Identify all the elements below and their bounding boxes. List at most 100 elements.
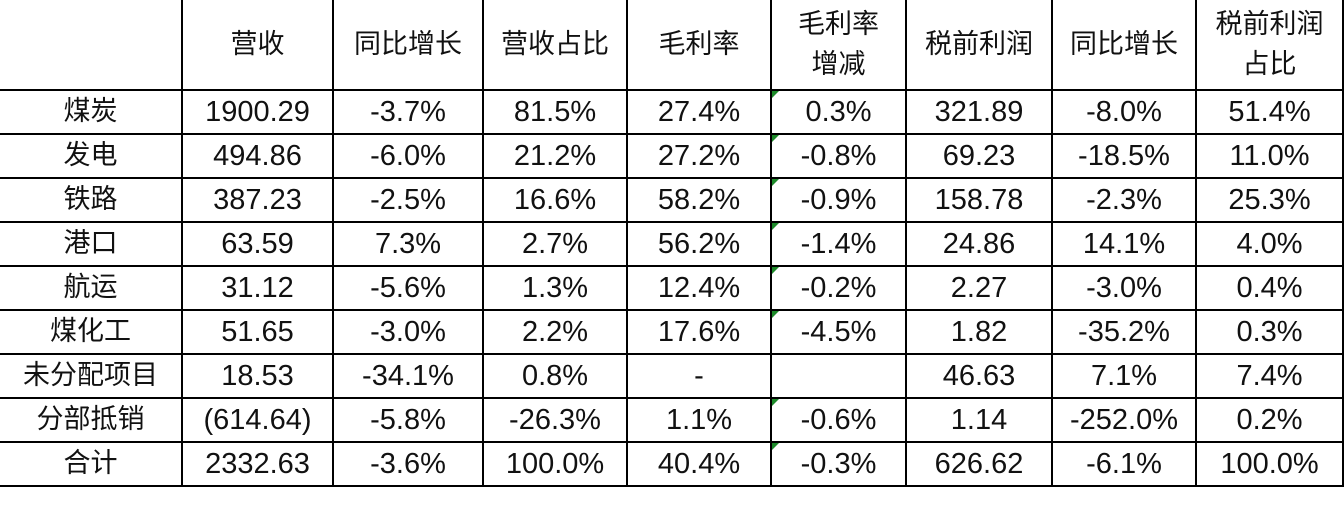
cell-pretax-profit-share: 0.2% — [1195, 397, 1344, 443]
cell-pretax-profit-yoy: 14.1% — [1051, 221, 1197, 267]
cell-text: 56.2% — [657, 228, 741, 260]
cell-text: 2332.63 — [205, 448, 310, 480]
cell-text: 63.59 — [221, 228, 294, 260]
cell-pretax-profit-yoy: -18.5% — [1051, 133, 1197, 179]
cell-gross-margin: 27.4% — [626, 89, 772, 135]
cell-text: 387.23 — [213, 184, 302, 216]
cell-text: 81.5% — [513, 96, 597, 128]
header-row: 营收 同比增长 营收占比 毛利率 毛利率 增减 税前利润 同比增长 税前利润 占比 — [0, 0, 1344, 91]
cell-gross-margin: 58.2% — [626, 177, 772, 223]
error-indicator-icon — [772, 311, 779, 318]
cell-pretax-profit-share: 4.0% — [1195, 221, 1344, 267]
cell-text: -6.0% — [370, 140, 446, 172]
cell-text: -3.0% — [1086, 272, 1162, 304]
cell-text: 21.2% — [513, 140, 597, 172]
cell-text: 0.8% — [521, 360, 589, 392]
cell-text: - — [694, 360, 704, 392]
cell-text: 1.3% — [521, 272, 589, 304]
cell-gross-margin: 17.6% — [626, 309, 772, 355]
cell-text: 7.4% — [1236, 360, 1303, 392]
header-gross-margin: 毛利率 — [626, 0, 772, 91]
cell-revenue-yoy: -3.7% — [332, 89, 484, 135]
cell-pretax-profit-share: 25.3% — [1195, 177, 1344, 223]
cell-revenue-yoy: -3.6% — [332, 441, 484, 487]
cell-gross-margin: 27.2% — [626, 133, 772, 179]
cell-pretax-profit: 2.27 — [905, 265, 1053, 311]
cell-text: -8.0% — [1086, 96, 1162, 128]
cell-revenue-share: 2.7% — [482, 221, 628, 267]
cell-text: -2.3% — [1086, 184, 1162, 216]
cell-gross-margin: 56.2% — [626, 221, 772, 267]
cell-gross-margin-change: -0.8% — [770, 133, 907, 179]
cell-text: 51.4% — [1228, 96, 1311, 128]
cell-text: 24.86 — [942, 228, 1016, 260]
cell-text: -35.2% — [1078, 316, 1170, 348]
cell-text: 2.2% — [521, 316, 589, 348]
cell-text: -0.8% — [800, 140, 877, 172]
cell-text: 发电 — [63, 140, 118, 171]
cell-gross-margin-change: -0.9% — [770, 177, 907, 223]
cell-text: -4.5% — [800, 316, 877, 348]
cell-text: -34.1% — [362, 360, 454, 392]
header-pretax-profit-yoy: 同比增长 — [1051, 0, 1197, 91]
cell-revenue: 387.23 — [181, 177, 334, 223]
financial-segment-table: 营收 同比增长 营收占比 毛利率 毛利率 增减 税前利润 同比增长 税前利润 占比 煤炭 190… — [0, 0, 1344, 487]
table-row: 煤炭 1900.29 -3.7% 81.5% 27.4% 0.3% 321.89 -8.0% 5… — [0, 89, 1344, 135]
cell-text: 2.27 — [950, 272, 1008, 304]
cell-text: -3.7% — [370, 96, 446, 128]
cell-gross-margin-change: -0.2% — [770, 265, 907, 311]
error-indicator-icon — [772, 179, 779, 186]
cell-gross-margin-change: -0.6% — [770, 397, 907, 443]
cell-revenue-yoy: 7.3% — [332, 221, 484, 267]
cell-text: 51.65 — [221, 316, 294, 348]
cell-text: -3.6% — [370, 448, 446, 480]
cell-text: 合计 — [63, 448, 118, 479]
cell-text: 煤炭 — [63, 96, 118, 127]
cell-gross-margin-change: 0.3% — [770, 89, 907, 135]
cell-text: 0.2% — [1236, 404, 1303, 436]
cell-text: 0.3% — [805, 96, 872, 128]
header-revenue-share: 营收占比 — [482, 0, 628, 91]
cell-text: 0.3% — [1236, 316, 1303, 348]
cell-text: 11.0% — [1229, 140, 1310, 172]
cell-text: 1.82 — [950, 316, 1008, 348]
cell-text: -18.5% — [1078, 140, 1170, 172]
cell-revenue: 1900.29 — [181, 89, 334, 135]
cell-pretax-profit: 46.63 — [905, 353, 1053, 399]
cell-text: 港口 — [63, 228, 118, 259]
cell-pretax-profit-yoy: -35.2% — [1051, 309, 1197, 355]
cell-revenue: 31.12 — [181, 265, 334, 311]
cell-revenue: 494.86 — [181, 133, 334, 179]
cell-gross-margin: - — [626, 353, 772, 399]
cell-text: 58.2% — [657, 184, 741, 216]
table-row: 铁路 387.23 -2.5% 16.6% 58.2% -0.9% 158.78 -2.3% 2… — [0, 177, 1344, 223]
cell-gross-margin-change — [770, 353, 907, 399]
cell-revenue-share: 81.5% — [482, 89, 628, 135]
cell-revenue-yoy: -5.8% — [332, 397, 484, 443]
cell-text: 未分配项目 — [23, 360, 158, 391]
cell-segment: 港口 — [0, 221, 183, 267]
cell-gross-margin: 12.4% — [626, 265, 772, 311]
error-indicator-icon — [772, 443, 779, 450]
cell-segment: 航运 — [0, 265, 183, 311]
cell-revenue-share: 1.3% — [482, 265, 628, 311]
header-pretax-profit-share: 税前利润 占比 — [1195, 0, 1344, 91]
cell-text: 158.78 — [934, 184, 1024, 216]
cell-revenue-share: 21.2% — [482, 133, 628, 179]
cell-pretax-profit-share: 0.4% — [1195, 265, 1344, 311]
cell-segment: 合计 — [0, 441, 183, 487]
cell-text: 分部抵销 — [36, 404, 145, 435]
cell-text: 321.89 — [934, 96, 1024, 128]
cell-text: 17.6% — [657, 316, 741, 348]
error-indicator-icon — [772, 135, 779, 142]
cell-segment: 煤炭 — [0, 89, 183, 135]
cell-text: (614.64) — [203, 404, 312, 436]
cell-revenue-yoy: -34.1% — [332, 353, 484, 399]
cell-pretax-profit-yoy: -6.1% — [1051, 441, 1197, 487]
cell-text: -0.6% — [800, 404, 877, 436]
cell-pretax-profit-yoy: -2.3% — [1051, 177, 1197, 223]
cell-text: 航运 — [63, 272, 118, 303]
cell-pretax-profit: 321.89 — [905, 89, 1053, 135]
table-row: 合计 2332.63 -3.6% 100.0% 40.4% -0.3% 626.62 -6.1… — [0, 441, 1344, 487]
cell-pretax-profit-yoy: -252.0% — [1051, 397, 1197, 443]
